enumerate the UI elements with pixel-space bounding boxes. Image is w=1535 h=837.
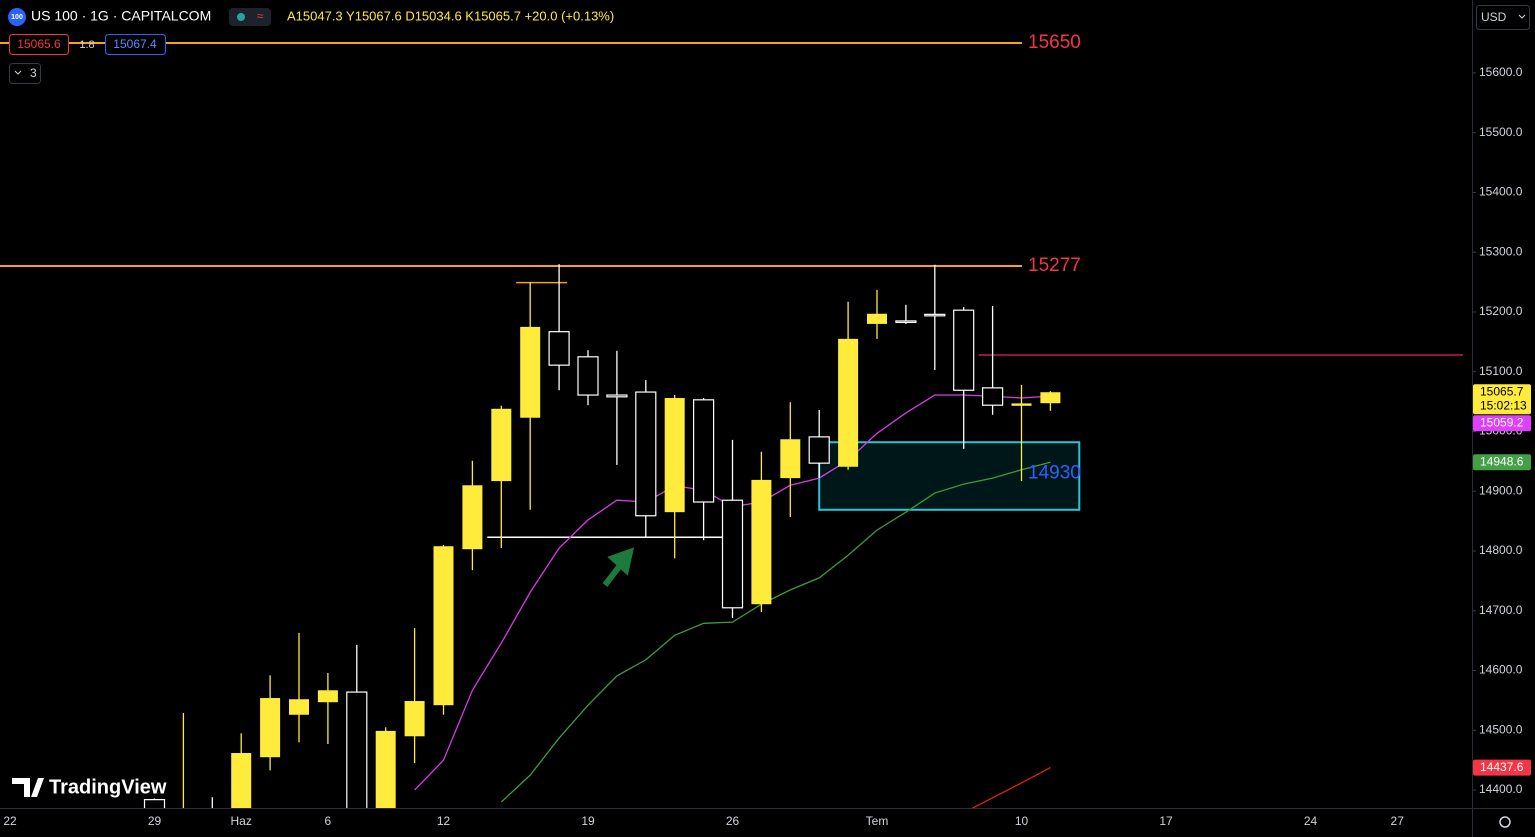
y-tick-label: 14600.0 — [1479, 663, 1523, 677]
candle-body — [548, 331, 570, 366]
candle-body — [404, 701, 425, 737]
y-tick-label: 15100.0 — [1479, 364, 1523, 378]
x-tick-label: 27 — [1391, 814, 1405, 828]
plot-area — [0, 42, 1463, 808]
y-tick-label: 14400.0 — [1479, 782, 1523, 796]
y-tick-label: 14800.0 — [1479, 543, 1523, 557]
candle-body — [635, 391, 657, 517]
candle-body — [260, 698, 281, 758]
candle-body — [231, 753, 252, 808]
status[interactable] — [229, 8, 271, 26]
chevron — [14, 70, 22, 75]
x-tick-label: 22 — [3, 814, 17, 828]
x-tick-label: 29 — [148, 814, 162, 828]
candle-body — [1040, 392, 1061, 404]
price-tag-label: 14437.6 — [1480, 760, 1524, 774]
candle-body — [375, 730, 396, 808]
y-tick-label: 15300.0 — [1479, 244, 1523, 258]
candle-body — [606, 394, 628, 398]
candle-body — [143, 799, 166, 808]
level-label: 15277 — [1028, 255, 1081, 276]
price-tag-label: 15059.2 — [1480, 415, 1524, 429]
candle-body — [520, 326, 541, 418]
candle-body — [780, 439, 801, 479]
candle-body — [895, 320, 917, 324]
candle-body — [721, 499, 744, 609]
brand-logo — [12, 778, 44, 797]
status-dot — [237, 13, 245, 21]
zone — [818, 441, 1081, 511]
brand: TradingView — [49, 776, 167, 798]
candle-body — [433, 546, 454, 706]
x-tick-label: Tem — [866, 814, 889, 828]
currency: USD — [1481, 10, 1507, 24]
x-tick-label: 26 — [726, 814, 740, 828]
price-tag — [1473, 384, 1531, 415]
logo — [8, 8, 26, 26]
x-tick-label: 19 — [581, 814, 595, 828]
logo-text: 100 — [11, 14, 23, 21]
x-tick-label: 17 — [1159, 814, 1173, 828]
y-tick-label: 15600.0 — [1479, 65, 1523, 79]
candle-body — [981, 387, 1004, 406]
candle-body — [953, 309, 975, 391]
price-tag-label: 14948.6 — [1480, 454, 1524, 468]
buy-button[interactable] — [105, 34, 166, 55]
price-tag — [1473, 454, 1531, 471]
price-tag — [1473, 415, 1531, 432]
x-tick-label: 24 — [1304, 814, 1318, 828]
y-tick-label: 15500.0 — [1479, 125, 1523, 139]
arrow — [602, 547, 635, 587]
zone-label: 14930 — [1028, 462, 1081, 483]
indicators-toggle[interactable] — [9, 63, 41, 84]
symbol[interactable]: US 100 · 1G · CAPITALCOM — [31, 8, 211, 24]
candle-body — [867, 313, 887, 324]
x-tick-label: 10 — [1015, 814, 1029, 828]
status-icon: ≈ — [257, 9, 264, 23]
x-tick-label: 12 — [437, 814, 451, 828]
candle-body — [317, 690, 338, 703]
candle-body — [1011, 403, 1032, 406]
x-tick-label: Haz — [231, 814, 252, 828]
y-tick-label: 15400.0 — [1479, 185, 1523, 199]
candle-body — [838, 338, 859, 467]
y-tick-label: 15200.0 — [1479, 304, 1523, 318]
candle-body — [751, 479, 772, 605]
buy-price: 15067.4 — [113, 37, 157, 51]
spread: 1.8 — [79, 39, 94, 51]
countdown: 15:02:13 — [1480, 398, 1527, 412]
sell-button[interactable] — [9, 34, 69, 55]
candle-body — [808, 436, 830, 464]
price-tag — [1473, 759, 1531, 776]
currency-button[interactable] — [1476, 5, 1530, 30]
y-tick-label: 14700.0 — [1479, 603, 1523, 617]
candle-body — [692, 399, 715, 503]
y-tick-label: 14900.0 — [1479, 483, 1523, 497]
moving-average — [500, 461, 1051, 803]
candle-body — [577, 356, 599, 396]
y-tick-label: 14500.0 — [1479, 722, 1523, 736]
candle-body — [462, 485, 483, 550]
sell-price: 15065.6 — [17, 37, 61, 51]
candle-body — [491, 408, 512, 482]
candle-body — [289, 699, 309, 715]
settings-icon[interactable] — [1499, 816, 1511, 828]
axes: 14400.0 14500.0 14600.0 14700.0 14800.0 14900… — [3, 65, 1531, 828]
x-tick-label: 6 — [325, 814, 332, 828]
candle-body — [346, 691, 368, 808]
chevron — [1518, 14, 1526, 19]
price-tag-label: 15065.7 — [1480, 384, 1524, 398]
indicator-count: 3 — [30, 66, 37, 80]
moving-average — [971, 767, 1051, 808]
ohlc: A15047.3 Y15067.6 D15034.6 K15065.7 +20.… — [287, 8, 614, 23]
candle-body — [924, 313, 946, 317]
level-label: 15650 — [1028, 32, 1081, 53]
candle-body — [664, 398, 685, 513]
